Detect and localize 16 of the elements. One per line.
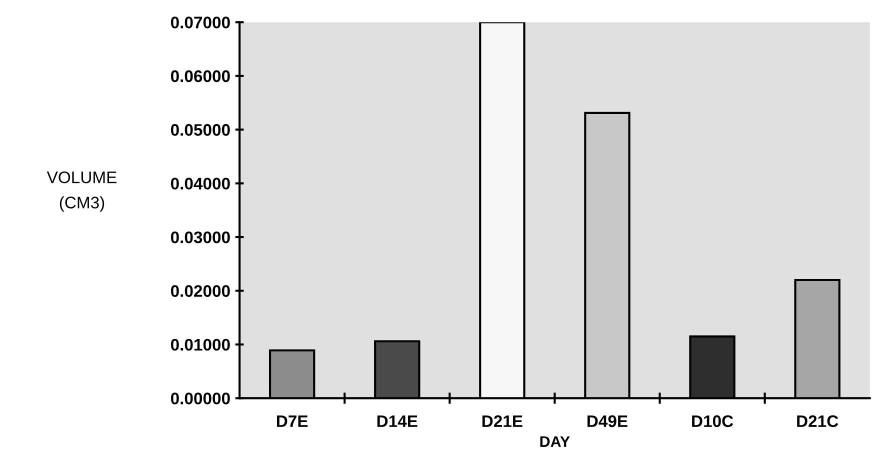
y-tick-label: 0.00000	[170, 392, 230, 404]
y-tick-label: 0.04000	[170, 178, 230, 190]
y-tick-label: 0.01000	[170, 338, 230, 351]
x-tick-label: D14E	[377, 415, 418, 427]
x-tick-label: D21E	[482, 415, 522, 427]
y-tick-label: 0.07000	[170, 16, 230, 28]
y-tick-label: 0.06000	[170, 70, 230, 82]
y-tick-label: 0.05000	[170, 124, 230, 136]
y-tick-label: 0.02000	[170, 285, 230, 297]
y-tick-label: 0.03000	[170, 231, 230, 244]
y-axis-title: VOLUME (CM3)	[46, 171, 116, 212]
x-axis-title: DAY	[540, 436, 570, 447]
x-tick-label: D21C	[797, 415, 838, 428]
x-tick-label: D49E	[588, 415, 628, 428]
x-tick-label: D10C	[692, 415, 734, 428]
x-tick-label: D7E	[276, 415, 308, 427]
